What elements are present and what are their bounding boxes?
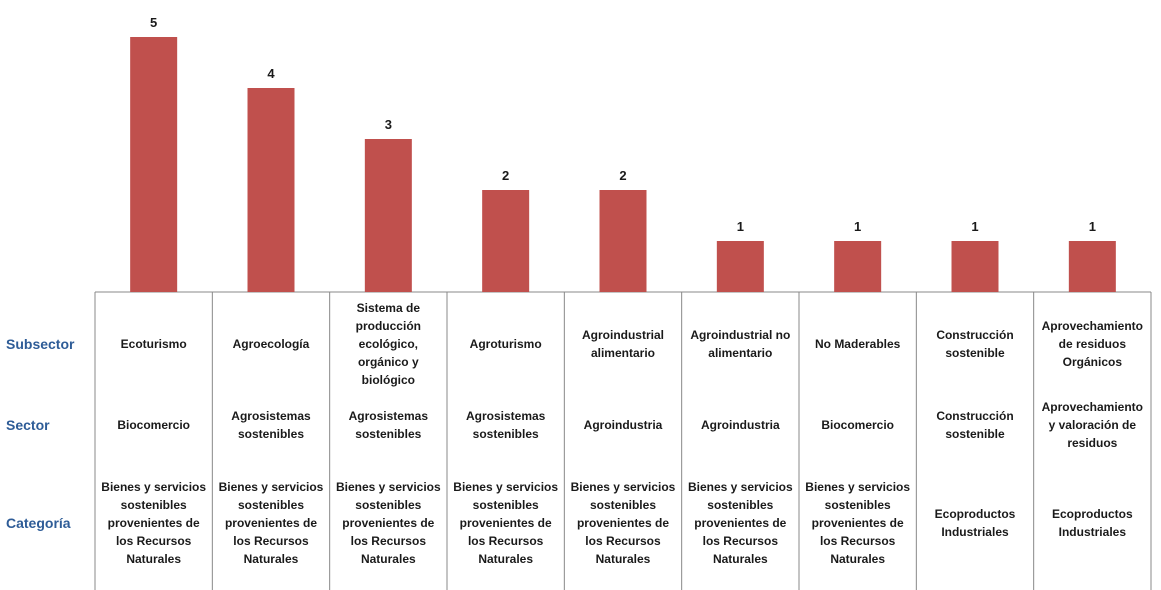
bar [716,241,764,292]
bar [951,241,999,292]
bar [834,241,882,292]
category-label: Agroindustria [583,418,663,432]
category-label: Agroecología [232,336,310,351]
category-label: Ecoturismo [120,336,187,351]
value-label: 4 [267,66,275,81]
value-label: 1 [1089,219,1096,234]
category-label: Agroindustria [700,418,780,432]
value-label: 1 [971,219,978,234]
category-label: Bienes y servicios sostenibles provenien… [570,479,676,566]
category-label: Agrosistemas sostenibles [348,409,428,441]
category-label: Agrosistemas sostenibles [231,409,311,441]
bar [130,37,178,292]
category-label: Agroindustrial alimentario [581,327,664,360]
category-label: Agroindustrial no alimentario [690,327,791,360]
category-label: Bienes y servicios sostenibles provenien… [101,479,207,566]
bar [599,190,647,292]
category-label: Construcción sostenible [936,409,1014,441]
value-label: 2 [502,168,509,183]
category-label: Bienes y servicios sostenibles provenien… [335,479,441,566]
value-label: 2 [619,168,626,183]
level-label: Sector [6,417,50,433]
value-label: 1 [854,219,861,234]
category-label: Ecoproductos Industriales [934,506,1016,539]
category-label: Construcción sostenible [936,327,1014,360]
value-label: 1 [737,219,744,234]
value-label: 5 [150,15,157,30]
category-label: Bienes y servicios sostenibles provenien… [453,479,559,566]
category-label: No Maderables [814,336,901,351]
bar [1068,241,1116,292]
category-label: Biocomercio [821,418,894,432]
category-label: Agroturismo [469,336,542,351]
bar [247,88,295,292]
category-label: Agrosistemas sostenibles [465,409,546,441]
category-label: Aprovechamiento y valoración de residuos [1041,400,1143,450]
value-label: 3 [385,117,392,132]
level-label: Categoría [6,514,71,531]
bar [482,190,530,292]
category-label: Biocomercio [117,418,190,432]
category-label: Bienes y servicios sostenibles provenien… [687,479,793,566]
category-label: Sistema de producción ecológico, orgánic… [355,300,421,387]
bar [364,139,412,292]
category-label: Bienes y servicios sostenibles provenien… [218,479,324,566]
category-label: Ecoproductos Industriales [1051,506,1133,539]
category-label: Bienes y servicios sostenibles provenien… [805,479,911,566]
category-label: Aprovechamiento de residuos Orgánicos [1041,318,1143,369]
level-label: Subsector [6,335,75,352]
